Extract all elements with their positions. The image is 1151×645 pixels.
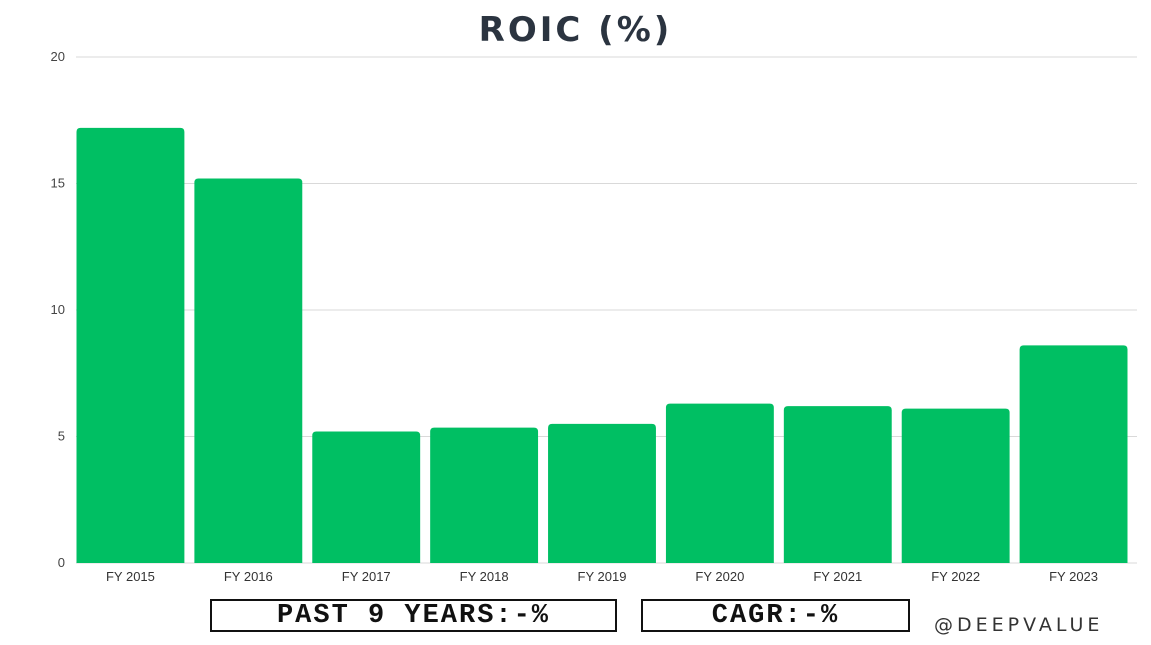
bar-fy-2022 <box>901 408 1010 563</box>
x-tick-label: FY 2020 <box>695 569 744 584</box>
y-tick-label: 20 <box>51 49 65 64</box>
x-tick-label: FY 2023 <box>1049 569 1098 584</box>
x-tick-label: FY 2019 <box>578 569 627 584</box>
y-tick-label: 0 <box>58 555 65 570</box>
past-years-label: PAST 9 YEARS:-% <box>276 600 551 631</box>
y-tick-label: 10 <box>51 302 65 317</box>
y-tick-label: 5 <box>58 429 65 444</box>
bar-fy-2019 <box>548 423 656 563</box>
y-axis-ticks: 0 5 10 15 20 <box>51 49 65 570</box>
bar-fy-2020 <box>665 403 774 563</box>
past-years-box: PAST 9 YEARS:-% <box>210 599 617 632</box>
chart-title: ROIC (%) <box>478 10 673 50</box>
cagr-box: CAGR:-% <box>641 599 910 632</box>
x-tick-label: FY 2015 <box>106 569 155 584</box>
bar-fy-2021 <box>783 406 892 563</box>
bar-fy-2023 <box>1019 345 1128 563</box>
y-tick-label: 15 <box>51 176 65 191</box>
watermark: @DEEPVALUE <box>934 614 1104 636</box>
bar-fy-2017 <box>312 431 421 563</box>
bar-fy-2016 <box>194 178 303 563</box>
x-tick-label: FY 2017 <box>342 569 391 584</box>
x-tick-label: FY 2016 <box>224 569 273 584</box>
x-tick-label: FY 2021 <box>813 569 862 584</box>
x-tick-label: FY 2018 <box>460 569 509 584</box>
bar-fy-2018 <box>430 427 539 563</box>
bars <box>76 127 1128 563</box>
x-axis-ticks: FY 2015 FY 2016 FY 2017 FY 2018 FY 2019 FY 20… <box>106 569 1098 584</box>
cagr-label: CAGR:-% <box>711 600 840 631</box>
x-tick-label: FY 2022 <box>931 569 980 584</box>
bar-fy-2015 <box>76 127 185 563</box>
